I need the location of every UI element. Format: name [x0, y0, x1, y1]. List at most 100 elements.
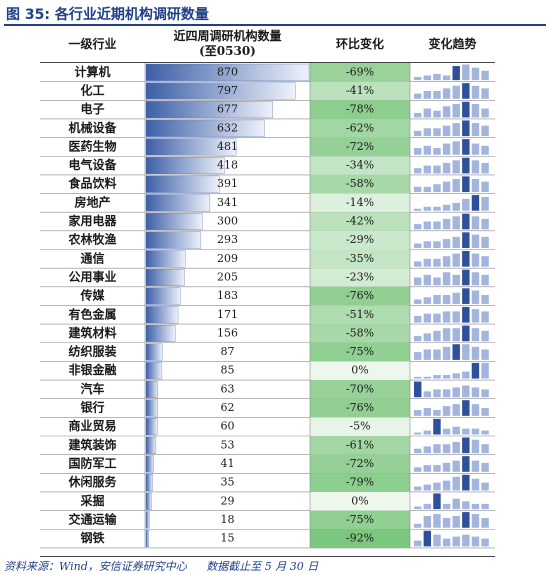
count-bar [145, 380, 158, 398]
change-value: -69% [346, 65, 374, 78]
change-cell [310, 268, 410, 287]
trend-bar [462, 512, 470, 528]
trend-bar [462, 456, 470, 472]
trend-bar [481, 256, 489, 267]
change-cell [310, 174, 410, 194]
change-value: -41% [346, 84, 374, 97]
trend-bar [433, 534, 441, 547]
trend-bar [433, 148, 441, 155]
trend-bar [452, 236, 460, 248]
trend-bar [452, 536, 460, 547]
trend-bar [471, 478, 480, 491]
trend-bar [423, 484, 432, 491]
trend-bar [423, 530, 432, 547]
change-cell [310, 81, 410, 101]
count-bar [145, 194, 211, 212]
trend-bar [433, 184, 441, 193]
trend-bar [442, 125, 451, 137]
trend-bar [414, 376, 422, 379]
industry-label: 纺织服装 [68, 344, 116, 359]
count-bar [145, 82, 296, 100]
trend-bar [452, 292, 460, 304]
trend-bar [481, 70, 489, 81]
trend-bar [481, 482, 489, 491]
trend-bar [442, 428, 451, 435]
industry-label: 传媒 [79, 288, 105, 303]
change-cell [310, 193, 410, 213]
trend-bar [481, 349, 489, 360]
trend-bar [414, 523, 422, 528]
trend-bar [452, 123, 460, 137]
trend-bar [471, 387, 480, 398]
trend-bar [442, 503, 451, 510]
trend-bar [433, 110, 441, 118]
trend-bar [423, 313, 432, 323]
count-bar [145, 63, 310, 81]
trend-bar [481, 218, 489, 230]
trend-bar [481, 181, 489, 193]
trend-bar [433, 389, 441, 398]
trend-bar [462, 83, 470, 99]
count-value: 156 [217, 326, 238, 339]
trend-bar [433, 313, 441, 323]
change-value: -61% [346, 438, 374, 451]
industry-label: 休闲服务 [67, 474, 117, 489]
trend-bar [442, 517, 451, 528]
trend-bar [433, 258, 441, 267]
trend-bar [481, 389, 489, 398]
count-value: 205 [217, 270, 238, 283]
trend-bar [462, 306, 470, 323]
count-value: 481 [217, 140, 238, 153]
trend-bar [433, 277, 441, 286]
trend-bar [442, 538, 451, 547]
change-value: 0% [351, 364, 368, 377]
trend-bar [433, 295, 441, 304]
trend-bar [414, 186, 422, 193]
change-cell [310, 137, 410, 157]
bottom-rule [40, 556, 495, 557]
trend-bar [442, 389, 451, 398]
trend-bar [433, 221, 441, 230]
trend-bar [414, 409, 422, 416]
count-value: 87 [221, 345, 235, 358]
trend-bar [433, 444, 441, 454]
change-cell [310, 361, 410, 381]
industry-label: 建筑装饰 [67, 437, 116, 452]
trend-bar [471, 362, 480, 379]
change-cell [310, 286, 410, 306]
trend-bar [442, 272, 451, 286]
count-bar [145, 213, 203, 230]
change-cell [310, 63, 410, 82]
trend-bar [471, 272, 480, 286]
trend-bar [452, 66, 460, 81]
count-value: 870 [217, 65, 238, 78]
count-value: 15 [221, 532, 235, 545]
trend-bar [423, 446, 432, 454]
trend-bar [471, 404, 480, 416]
industry-label: 医药生物 [68, 138, 116, 153]
trend-bar [433, 482, 441, 491]
trend-bar [423, 145, 432, 155]
trend-bar [471, 309, 480, 323]
trend-bar [471, 536, 480, 547]
count-value: 632 [217, 121, 238, 134]
trend-bar [462, 213, 470, 230]
count-value: 63 [221, 382, 235, 395]
count-bar [145, 362, 163, 380]
change-value: -72% [346, 140, 374, 153]
trend-bar [471, 428, 480, 435]
trend-bar [462, 288, 470, 304]
industry-label: 公用事业 [68, 269, 116, 284]
trend-bar [471, 85, 480, 99]
change-cell [310, 118, 410, 138]
count-bar [145, 250, 186, 268]
trend-bar [462, 232, 470, 248]
count-bar [145, 306, 179, 324]
trend-bar [442, 181, 451, 193]
industry-label: 电气设备 [68, 157, 117, 172]
industry-label: 电子 [80, 101, 104, 116]
trend-bar [462, 400, 470, 416]
header-trend: 变化趋势 [428, 36, 477, 51]
header-count-line1: 近四周调研机构数量 [173, 29, 282, 43]
change-value: -75% [346, 345, 374, 358]
